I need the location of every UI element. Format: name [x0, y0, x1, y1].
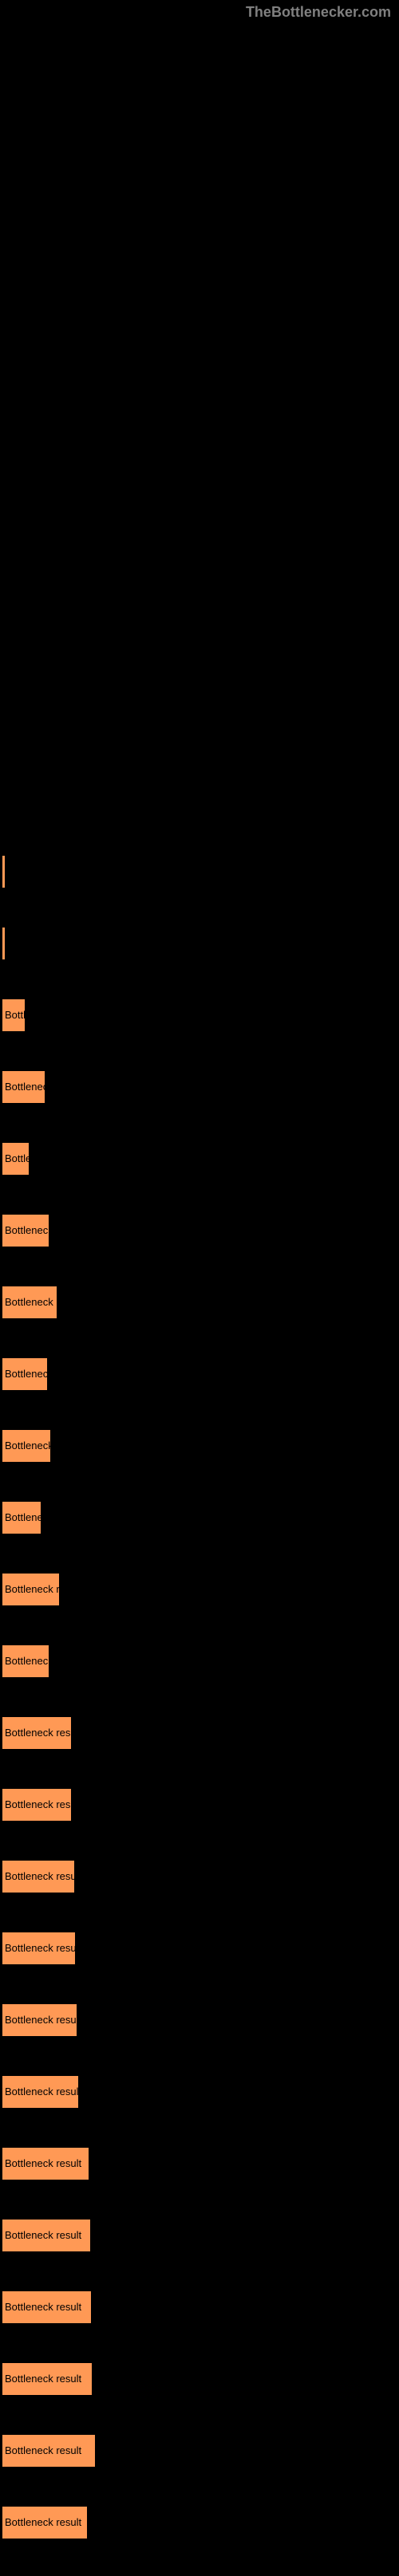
chart-row: Bottleneck result	[2, 2217, 399, 2253]
bar-label: Bottleneck result	[5, 2516, 81, 2528]
bar-label: Bottleneck result	[5, 2014, 77, 2026]
chart-bar: Bottleneck r	[2, 1357, 48, 1391]
chart-row: Bottleneck result	[2, 2504, 399, 2540]
chart-row	[2, 853, 399, 889]
bar-label: Bottleneck result	[5, 1870, 75, 1882]
chart-bar: Bottleneck re	[2, 1429, 51, 1463]
chart-row: Bottler	[2, 1140, 399, 1176]
chart-bar	[2, 927, 6, 960]
chart-row: Bottleneck result	[2, 2289, 399, 2325]
bar-label: Bottleneck result	[5, 1798, 72, 1810]
watermark-text: TheBottlenecker.com	[246, 4, 391, 21]
chart-row: Bottleneck result	[2, 1858, 399, 1894]
chart-bar: Bottleneck result	[2, 1788, 72, 1822]
chart-row: Bottleneck result	[2, 2361, 399, 2397]
bar-label: Bottleneck r	[5, 1224, 49, 1236]
bar-label: Bottleneck	[5, 1081, 45, 1093]
bar-label: Bottleneck re	[5, 1440, 51, 1451]
chart-row: Bottleneck result	[2, 2074, 399, 2109]
chart-row: Bottleneck result	[2, 1786, 399, 1822]
chart-bar: Bottleneck	[2, 1070, 45, 1104]
chart-bar: Bottleneck result	[2, 1716, 72, 1750]
chart-bar: Bottleneck r	[2, 1214, 49, 1247]
bar-label: Bottleneck result	[5, 2373, 81, 2385]
chart-row: Bottleneck result	[2, 1930, 399, 1966]
chart-row: Bottleneck result	[2, 2145, 399, 2181]
bar-label: Bottleneck result	[5, 1727, 72, 1739]
chart-bar: Bottleneck r	[2, 1644, 49, 1678]
chart-bar: Bottleneck result	[2, 1932, 76, 1965]
chart-bar: Bottleneck result	[2, 2434, 96, 2468]
bar-label: Bottleneck result	[5, 2157, 81, 2169]
chart-row: Bottlenec	[2, 1499, 399, 1535]
chart-bar: Bottleneck result	[2, 2147, 89, 2180]
chart-row: Bottleneck r	[2, 1643, 399, 1679]
chart-bar: Bottleneck result	[2, 2075, 79, 2109]
bar-label: Bottleneck result	[5, 2444, 81, 2456]
chart-row: Bottleneck r	[2, 1356, 399, 1392]
bar-label: Bottleneck result	[5, 2229, 81, 2241]
bar-label: Bottlenec	[5, 1511, 41, 1523]
chart-bar: Bottleneck result	[2, 2219, 91, 2252]
chart-row: Bottleneck res	[2, 1284, 399, 1320]
bar-label: Bottler	[5, 1152, 30, 1164]
chart-row: Bottleneck	[2, 1069, 399, 1105]
bar-label: Bottleneck res	[5, 1296, 57, 1308]
chart-bar	[2, 855, 6, 888]
chart-bar: Bottleneck result	[2, 1860, 75, 1893]
bar-label: Bottleneck resu	[5, 1583, 60, 1595]
chart-bar: Bottler	[2, 1142, 30, 1176]
chart-row	[2, 925, 399, 961]
chart-bar: Bottleneck result	[2, 2362, 93, 2396]
chart-bar: Bottleneck result	[2, 2506, 88, 2539]
bar-label: Bottl	[5, 1009, 26, 1021]
chart-row: Bottl	[2, 997, 399, 1033]
bar-label: Bottleneck r	[5, 1368, 48, 1380]
bar-label: Bottleneck result	[5, 2086, 79, 2097]
chart-container: Bottl Bottleneck Bottler Bottleneck r Bottle…	[0, 0, 399, 2540]
chart-row: Bottleneck r	[2, 1212, 399, 1248]
bar-label: Bottleneck result	[5, 2301, 81, 2313]
chart-bar: Bottlenec	[2, 1501, 41, 1534]
chart-row: Bottleneck resu	[2, 1571, 399, 1607]
bar-label: Bottleneck result	[5, 1942, 76, 1954]
chart-bar: Bottleneck res	[2, 1286, 57, 1319]
chart-row: Bottleneck result	[2, 1715, 399, 1751]
chart-bar: Bottleneck result	[2, 2290, 92, 2324]
chart-bar: Bottl	[2, 998, 26, 1032]
chart-bar: Bottleneck resu	[2, 1573, 60, 1606]
chart-row: Bottleneck result	[2, 2432, 399, 2468]
chart-bar: Bottleneck result	[2, 2003, 77, 2037]
chart-row: Bottleneck re	[2, 1428, 399, 1463]
chart-row: Bottleneck result	[2, 2002, 399, 2038]
bar-label: Bottleneck r	[5, 1655, 49, 1667]
